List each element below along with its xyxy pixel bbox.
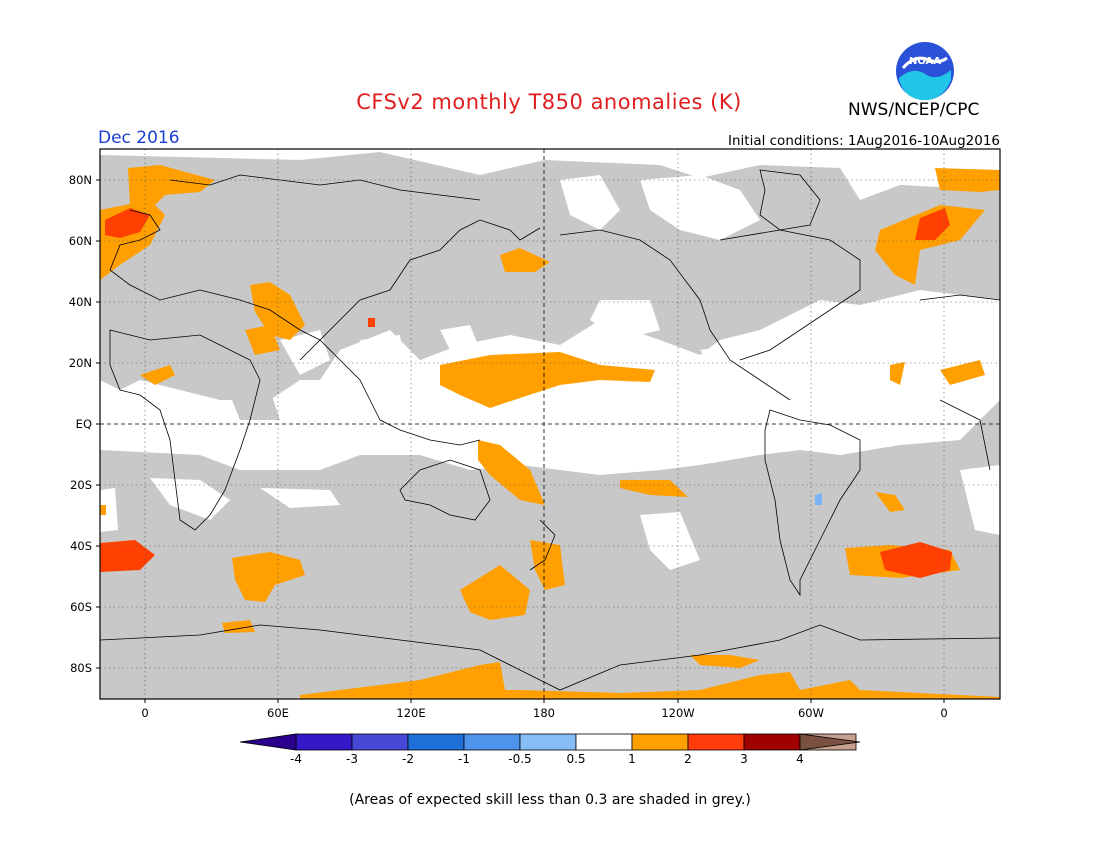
- lon-label-120e: 120E: [396, 706, 426, 720]
- lat-label-40n: 40N: [68, 295, 92, 309]
- lat-label-40s: 40S: [70, 539, 92, 553]
- colorbar-label: -0.5: [508, 752, 532, 766]
- colorbar-bin: [519, 733, 577, 751]
- colorbar-bin: [407, 733, 465, 751]
- cool-anomaly-area: [815, 493, 822, 505]
- colorbar-bin: [687, 733, 745, 751]
- axis-ticks: [96, 179, 945, 703]
- colorbar-label: -1: [458, 752, 470, 766]
- coastlines: [100, 169, 1000, 691]
- colorbar-label: -4: [290, 752, 302, 766]
- strong-warm-anomaly-areas: [100, 208, 952, 578]
- colorbar-bin: [463, 733, 521, 751]
- lon-label-180: 180: [533, 706, 555, 720]
- colorbar-label: 2: [684, 752, 692, 766]
- colorbar-label: -3: [346, 752, 358, 766]
- month-label: Dec 2016: [98, 128, 180, 148]
- colorbar-label: -2: [402, 752, 414, 766]
- colorbar-label: 4: [796, 752, 804, 766]
- lat-label-60s: 60S: [70, 600, 92, 614]
- colorbar-bins: [295, 733, 857, 751]
- lon-label-120w: 120W: [661, 706, 695, 720]
- lon-label-0-east: 0: [940, 706, 948, 720]
- warm-anomaly-areas: [100, 165, 1000, 699]
- footnote: (Areas of expected skill less than 0.3 a…: [349, 792, 751, 808]
- lat-label-80s: 80S: [70, 661, 92, 675]
- lat-label-eq: EQ: [75, 417, 92, 431]
- low-skill-areas: [100, 152, 1000, 699]
- white-gaps: [100, 175, 1000, 570]
- colorbar-label: 1: [628, 752, 636, 766]
- reference-lines: [100, 149, 1000, 699]
- lat-label-60n: 60N: [68, 234, 92, 248]
- initial-conditions-label: Initial conditions: 1Aug2016-10Aug2016: [727, 133, 1000, 149]
- colorbar-label: 0.5: [566, 752, 586, 766]
- colorbar-bin: [631, 733, 689, 751]
- noaa-logo-text: NOAA: [909, 56, 941, 67]
- colorbar-label: 3: [740, 752, 748, 766]
- lon-label-60e: 60E: [267, 706, 289, 720]
- lon-label-0-west: 0: [141, 706, 149, 720]
- noaa-logo: NOAA: [896, 42, 954, 100]
- colorbar-bin: [351, 733, 409, 751]
- colorbar-bin: [295, 733, 353, 751]
- agency-label: NWS/NCEP/CPC: [848, 100, 980, 120]
- colorbar-high-arrow: [799, 733, 861, 751]
- colorbar-low-arrow: [239, 733, 297, 751]
- colorbar-bin: [575, 733, 633, 751]
- lat-label-20s: 20S: [70, 478, 92, 492]
- colorbar-bin: [743, 733, 801, 751]
- lon-label-60w: 60W: [797, 706, 824, 720]
- lat-label-20n: 20N: [68, 356, 92, 370]
- chart-title: CFSv2 monthly T850 anomalies (K): [356, 90, 742, 114]
- lat-label-80n: 80N: [68, 173, 92, 187]
